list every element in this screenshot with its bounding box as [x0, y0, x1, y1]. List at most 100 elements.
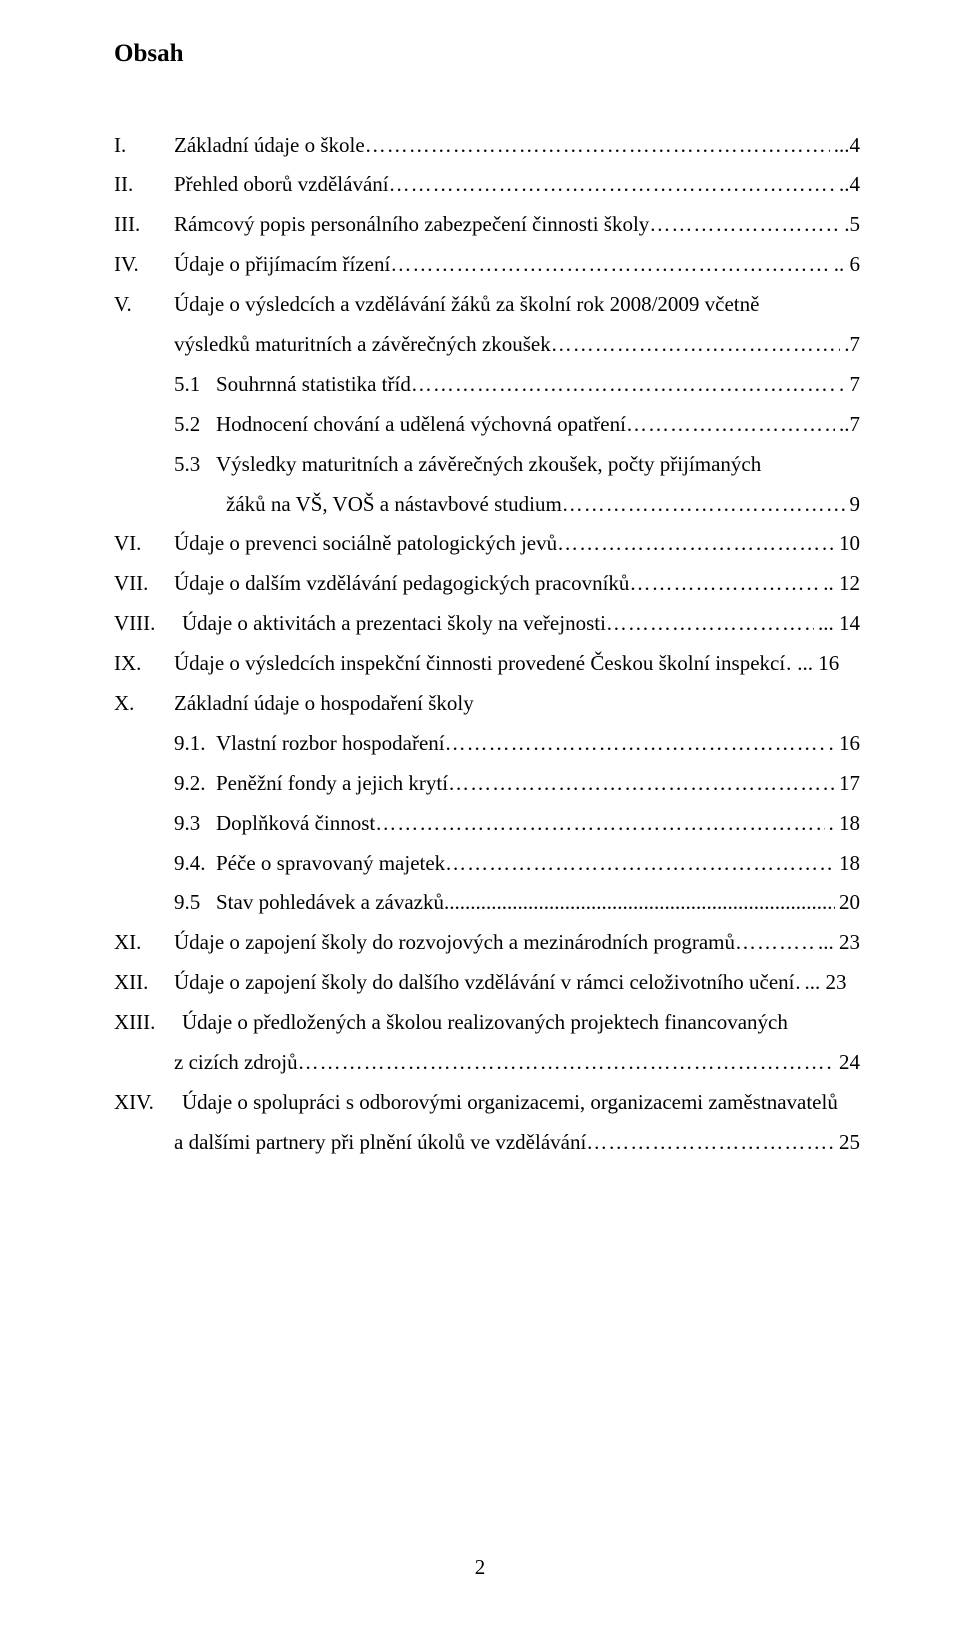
toc-entry: XIII. Údaje o předložených a školou real… — [114, 1003, 860, 1043]
toc-number: III. — [114, 205, 174, 245]
toc-subentry: 9.4. Péče o spravovaný majetek 18 — [114, 844, 860, 884]
toc-page: . 7 — [835, 365, 860, 405]
toc-entry-continuation: z cizích zdrojů 24 — [114, 1043, 860, 1083]
toc-leader — [586, 1123, 824, 1163]
toc-number: 9.1. — [174, 724, 216, 764]
toc-leader — [444, 883, 835, 923]
toc-subentry: 9.1. Vlastní rozbor hospodaření . 16 — [114, 724, 860, 764]
toc-number: XIII. — [114, 1003, 182, 1043]
toc-page: . 25 — [825, 1123, 861, 1163]
toc-subentry-continuation: žáků na VŠ, VOŠ a nástavbové studium 9 — [114, 485, 860, 525]
toc-subentry: 5.3 Výsledky maturitních a závěrečných z… — [114, 445, 860, 485]
toc-label: Peněžní fondy a jejich krytí — [216, 764, 448, 804]
toc-leader — [562, 485, 846, 525]
document-page: Obsah I. Základní údaje o škole ...4 II.… — [0, 0, 960, 1638]
toc-entry: I. Základní údaje o škole ...4 — [114, 126, 860, 166]
toc-page: 24 — [835, 1043, 860, 1083]
toc-label: Údaje o dalším vzdělávání pedagogických … — [174, 564, 629, 604]
toc-leader — [375, 804, 824, 844]
toc-entry: VI. Údaje o prevenci sociálně patologick… — [114, 524, 860, 564]
toc-number: 9.2. — [174, 764, 216, 804]
toc-title: Obsah — [114, 30, 860, 78]
toc-label: Údaje o spolupráci s odborovými organiza… — [182, 1083, 838, 1123]
toc-page: ..4 — [835, 165, 860, 205]
toc-page: ... 23 — [814, 923, 860, 963]
toc-number: V. — [114, 285, 174, 325]
toc-entry: III. Rámcový popis personálního zabezpeč… — [114, 205, 860, 245]
toc-page: ... 16 — [793, 644, 839, 684]
toc-page: 10 — [835, 524, 860, 564]
toc-number: IV. — [114, 245, 174, 285]
toc-label: Přehled oborů vzdělávání — [174, 165, 389, 205]
toc-entry: IV. Údaje o přijímacím řízení .. 6 — [114, 245, 860, 285]
toc-entry-continuation: výsledků maturitních a závěrečných zkouš… — [114, 325, 860, 365]
toc-page: .5 — [840, 205, 860, 245]
toc-number: VIII. — [114, 604, 182, 644]
toc-number: 5.3 — [174, 445, 216, 485]
toc-number: 9.5 — [174, 883, 216, 923]
toc-leader — [445, 844, 835, 884]
toc-leader — [389, 165, 835, 205]
toc-entry: V. Údaje o výsledcích a vzdělávání žáků … — [114, 285, 860, 325]
toc-entry: VII. Údaje o dalším vzdělávání pedagogic… — [114, 564, 860, 604]
toc-leader — [411, 365, 835, 405]
toc-page: 17 — [835, 764, 860, 804]
toc-number: I. — [114, 126, 174, 166]
toc-leader — [735, 923, 814, 963]
toc-page: .. 6 — [830, 245, 860, 285]
toc-label: a dalšími partnery při plnění úkolů ve v… — [174, 1123, 586, 1163]
toc-entry: XIV. Údaje o spolupráci s odborovými org… — [114, 1083, 860, 1123]
toc-page: 9 — [846, 485, 861, 525]
toc-number: 5.1 — [174, 365, 216, 405]
toc-page: .7 — [840, 325, 860, 365]
toc-page: 20 — [835, 883, 860, 923]
toc-entry: VIII. Údaje o aktivitách a prezentaci šk… — [114, 604, 860, 644]
toc-page: ... 14 — [814, 604, 860, 644]
toc-label: Stav pohledávek a závazků — [216, 883, 444, 923]
toc-label: Údaje o zapojení školy do dalšího vzdělá… — [174, 963, 794, 1003]
toc-number: XII. — [114, 963, 174, 1003]
toc-label: Výsledky maturitních a závěrečných zkouš… — [216, 445, 761, 485]
toc-entry: II. Přehled oborů vzdělávání ..4 — [114, 165, 860, 205]
toc-subentry: 9.3 Doplňková činnost . 18 — [114, 804, 860, 844]
toc-entry: X. Základní údaje o hospodaření školy — [114, 684, 860, 724]
toc-entry: XI. Údaje o zapojení školy do rozvojovýc… — [114, 923, 860, 963]
toc-label: Péče o spravovaný majetek — [216, 844, 445, 884]
toc-label: Údaje o zapojení školy do rozvojových a … — [174, 923, 735, 963]
toc-entry: XII. Údaje o zapojení školy do dalšího v… — [114, 963, 860, 1003]
toc-label: Údaje o přijímacím řízení — [174, 245, 390, 285]
toc-leader — [629, 564, 819, 604]
toc-page: 18 — [835, 844, 860, 884]
toc-label: výsledků maturitních a závěrečných zkouš… — [174, 325, 551, 365]
toc-number: X. — [114, 684, 174, 724]
toc-label: z cizích zdrojů — [174, 1043, 298, 1083]
toc-number: VI. — [114, 524, 174, 564]
toc-page: . 18 — [825, 804, 861, 844]
toc-leader — [445, 724, 825, 764]
toc-number: XI. — [114, 923, 174, 963]
toc-entry: IX. Údaje o výsledcích inspekční činnost… — [114, 644, 860, 684]
toc-subentry: 9.2. Peněžní fondy a jejich krytí 17 — [114, 764, 860, 804]
toc-leader — [298, 1043, 835, 1083]
toc-page: ...4 — [830, 126, 860, 166]
toc-page: ... 23 — [800, 963, 846, 1003]
toc-leader — [649, 205, 840, 245]
toc-page: ..7 — [835, 405, 860, 445]
toc-number: 9.3 — [174, 804, 216, 844]
toc-label: Rámcový popis personálního zabezpečení č… — [174, 205, 649, 245]
toc-leader — [606, 604, 814, 644]
toc-page: . 16 — [825, 724, 861, 764]
toc-leader — [785, 644, 793, 684]
toc-page: .. 12 — [819, 564, 860, 604]
toc-subentry: 9.5 Stav pohledávek a závazků 20 — [114, 883, 860, 923]
toc-number: IX. — [114, 644, 174, 684]
toc-leader — [365, 126, 830, 166]
toc-number: II. — [114, 165, 174, 205]
toc-subentry: 5.1 Souhrnná statistika tříd . 7 — [114, 365, 860, 405]
toc-subentry: 5.2 Hodnocení chování a udělená výchovná… — [114, 405, 860, 445]
toc-label: Údaje o aktivitách a prezentaci školy na… — [182, 604, 606, 644]
toc-leader — [390, 245, 829, 285]
toc-label: Vlastní rozbor hospodaření — [216, 724, 445, 764]
toc-leader — [448, 764, 835, 804]
toc-leader — [626, 405, 835, 445]
